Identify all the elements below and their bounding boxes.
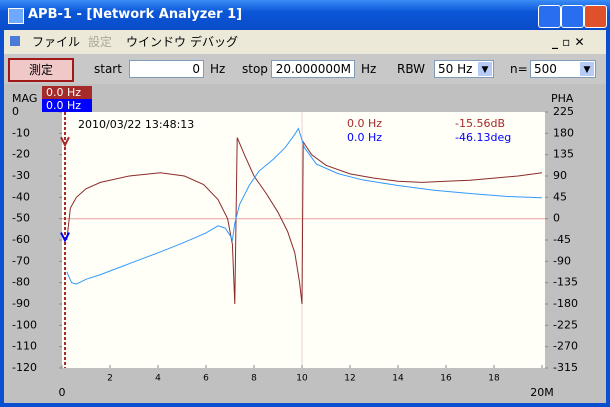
y2-tick-label: -315 [553,361,578,374]
rbw-select[interactable]: 50 Hz ▼ [434,60,494,78]
rbw-label: RBW [397,62,426,76]
start-unit: Hz [210,62,226,76]
x-tick-label: 20M [530,386,554,399]
y2-axis-label: PHA [551,92,574,105]
y2-tick-label: 180 [553,126,574,139]
menu-item[interactable]: デバッグ [190,35,239,49]
menu-item[interactable]: 設定 [88,35,113,49]
stop-unit: Hz [361,62,377,76]
n-value: 500 [534,62,557,76]
menu-bar: ファイル 設定 ウインドウ デバッグ _ ▫ ✕ [4,30,606,54]
y2-tick-label: -270 [553,340,578,353]
menu-item[interactable]: ウインドウ [126,35,187,49]
mdi-buttons[interactable]: _ ▫ ✕ [552,35,585,49]
y-tick-label: -90 [12,297,30,310]
y-tick-label: -40 [12,190,30,203]
x-tick-label: 8 [251,374,257,384]
n-select[interactable]: 500 ▼ [530,60,596,78]
y-tick-label: -70 [12,254,30,267]
y-tick-label: -60 [12,233,30,246]
rbw-value: 50 Hz [438,62,473,76]
n-label: n= [510,62,528,76]
data-line [66,127,543,285]
y-tick-label: -50 [12,212,30,225]
mdi-icon [10,36,20,46]
app-icon [8,8,24,24]
toolbar: 測定 start Hz stop Hz RBW 50 Hz▼ n= 500▼ [4,54,606,84]
menu-item[interactable]: ファイル [32,35,81,49]
readout-frequency: 0.0 Hz [347,131,382,144]
y-tick-label: -110 [12,340,37,353]
y2-tick-label: -180 [553,297,578,310]
y2-tick-label: -225 [553,318,578,331]
x-tick-label: 14 [392,374,404,384]
readout-value: -46.13deg [455,131,511,144]
window-title: APB-1 - [Network Analyzer 1] [28,7,243,22]
x-tick-label: 16 [440,374,452,384]
x-tick-label: 18 [488,374,500,384]
x-tick-label: 6 [203,374,209,384]
stop-label: stop [242,62,268,76]
maximize-button[interactable] [561,5,584,28]
title-bar: APB-1 - [Network Analyzer 1] [0,0,610,30]
y2-tick-label: -90 [553,254,571,267]
y-tick-label: -80 [12,276,30,289]
data-line [66,137,543,305]
x-tick-label: 2 [107,374,113,384]
close-button[interactable] [584,5,607,28]
y-tick-label: 0 [12,105,19,118]
marker-frequency: 0.0 Hz [46,86,81,99]
readout-value: -15.56dB [455,117,505,130]
y-tick-label: -120 [12,361,37,374]
marker-frequency-box [42,86,92,99]
y2-tick-label: 225 [553,105,574,118]
start-input[interactable] [129,60,204,78]
y-tick-label: -10 [12,126,30,139]
marker-arrow [60,136,70,148]
x-tick-label: 4 [155,374,161,384]
x-tick-label: 10 [296,374,308,384]
y2-tick-label: -135 [553,276,578,289]
marker-frequency-box [42,99,92,112]
y2-tick-label: -45 [553,233,571,246]
x-tick-label: 0 [59,386,66,399]
y-tick-label: -100 [12,318,37,331]
stop-input[interactable] [271,60,355,78]
y2-tick-label: 135 [553,148,574,161]
measure-button[interactable]: 測定 [8,58,74,82]
start-label: start [94,62,122,76]
y-axis-label: MAG [12,92,37,105]
marker-arrow [60,232,70,243]
y2-tick-label: 90 [553,169,567,182]
x-tick-label: 12 [344,374,355,384]
marker-frequency: 0.0 Hz [46,99,81,112]
y-tick-label: -30 [12,169,30,182]
timestamp: 2010/03/22 13:48:13 [78,118,194,131]
minimize-button[interactable] [538,5,561,28]
y-tick-label: -20 [12,148,30,161]
y2-tick-label: 45 [553,190,567,203]
y2-tick-label: 0 [553,212,560,225]
readout-frequency: 0.0 Hz [347,117,382,130]
